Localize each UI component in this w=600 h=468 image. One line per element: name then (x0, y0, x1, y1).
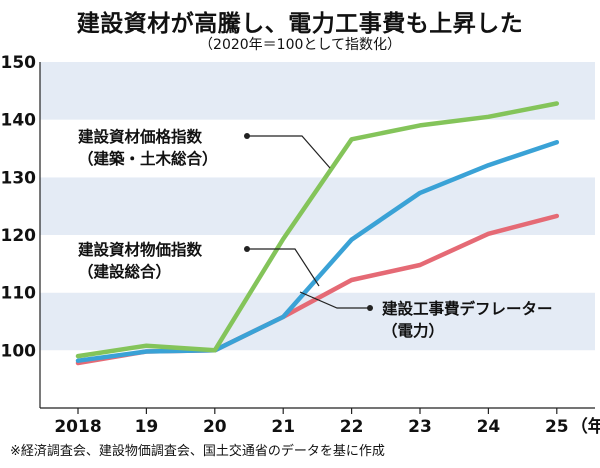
series-label: （建築・土木総合） (78, 149, 218, 168)
series-label: 建設資材価格指数 (78, 127, 203, 146)
x-tick-label: 24 (477, 417, 501, 437)
axes (39, 62, 595, 414)
x-tick-label: 20 (203, 417, 227, 437)
x-tick-label: 19 (135, 417, 159, 437)
y-tick-label: 130 (1, 168, 37, 188)
series-label: （電力） (382, 321, 444, 340)
x-tick-label: 22 (340, 417, 364, 437)
leader-dot (367, 305, 373, 311)
x-tick-labels: 2018 19 20 21 22 23 24 25（年） (54, 416, 600, 437)
source-note: ※経済調査会、建設物価調査会、国土交通省のデータを基に作成 (10, 444, 385, 459)
series-line (75, 139, 560, 363)
chart-subtitle: （2020年＝100として指数化） (199, 37, 401, 53)
y-tick-label: 150 (1, 53, 37, 73)
y-tick-label: 140 (1, 111, 37, 131)
series-annotations: 建設資材価格指数 （建築・土木総合） 建設資材物価指数 （建設総合） 建設工事費デフレー… (78, 127, 553, 340)
leader-dot (244, 133, 250, 139)
series-label: 建設工事費デフレーター (382, 299, 553, 318)
grid-band (40, 350, 595, 408)
grid-band (40, 119, 595, 178)
y-tick-label: 110 (1, 284, 37, 304)
series-label: 建設資材物価指数 (78, 240, 203, 259)
leader-line (247, 135, 331, 169)
y-tick-label: 100 (1, 341, 37, 361)
x-tick-label: 2018 (54, 417, 101, 437)
series-label: （建設総合） (78, 262, 171, 281)
y-tick-labels: 100 110 120 130 140 150 (1, 53, 37, 361)
x-tick-label: 23 (408, 417, 432, 437)
x-axis-unit: （年） (571, 416, 600, 437)
chart-title: 建設資材が高騰し、電力工事費も上昇した (76, 11, 524, 37)
series-lines (75, 101, 560, 366)
grid-bands (40, 62, 595, 408)
leader-dot (244, 246, 250, 252)
grid-band (40, 292, 595, 351)
leader-line (247, 248, 320, 287)
leader-line (299, 291, 370, 309)
x-tick-label: 25 (545, 417, 569, 437)
series-line (75, 101, 560, 359)
x-tick-label: 21 (271, 417, 295, 437)
grid-band (40, 62, 595, 120)
y-tick-label: 120 (1, 226, 37, 246)
